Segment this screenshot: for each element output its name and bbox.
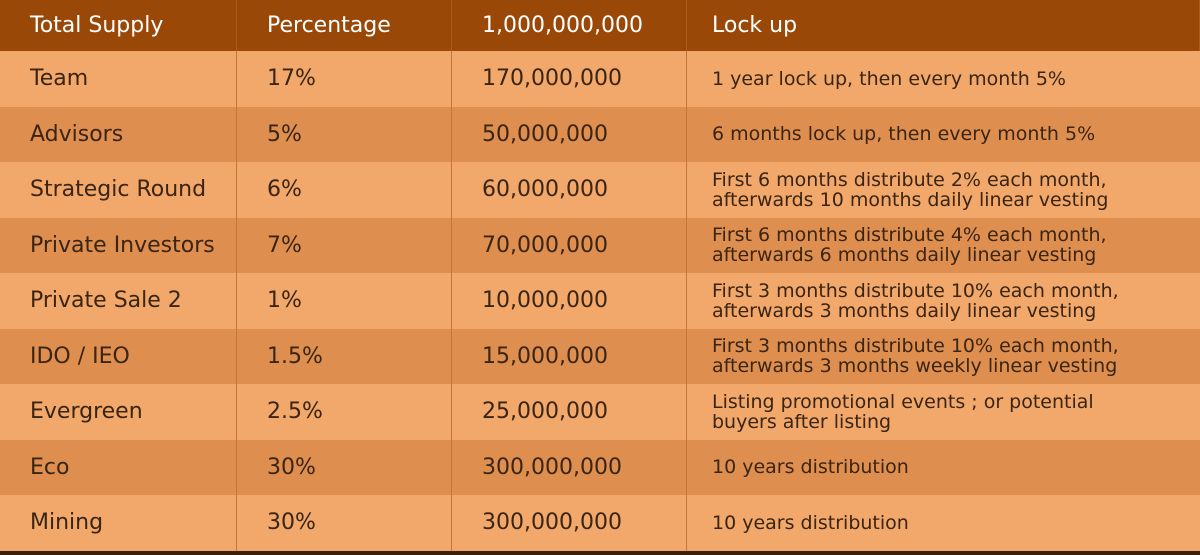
table-cell: 170,000,000: [452, 51, 687, 107]
lock-up-cell: First 3 months distribute 10% each month…: [687, 273, 1200, 329]
lock-up-cell: 6 months lock up, then every month 5%: [687, 107, 1200, 163]
lock-up-cell: First 3 months distribute 10% each month…: [687, 329, 1200, 385]
table-row: Strategic Round 6% 60,000,000 First 6 month…: [0, 162, 1200, 218]
table-cell: 7%: [237, 217, 452, 273]
lock-up-line: afterwards 10 months daily linear vestin…: [712, 188, 1109, 211]
table-row: IDO / IEO 1.5% 15,000,000 First 3 months di…: [0, 328, 1200, 385]
table-cell: Evergreen: [0, 384, 237, 440]
table-row: Private Investors 7% 70,000,000 First 6 mon…: [0, 217, 1200, 274]
table-cell: 70,000,000: [452, 217, 687, 273]
table-cell: Eco: [0, 439, 237, 495]
lock-up-line: 1 year lock up, then every month 5%: [712, 67, 1066, 90]
table-cell: 1.5%: [237, 328, 452, 384]
lock-up-cell: First 6 months distribute 4% each month,…: [687, 218, 1200, 274]
lock-up-cell: 10 years distribution: [687, 440, 1200, 496]
table-cell: Private Investors: [0, 217, 237, 273]
header-row: Total Supply Percentage 1,000,000,000 Lock …: [0, 0, 1200, 51]
lock-up-line: 6 months lock up, then every month 5%: [712, 123, 1096, 146]
lock-up-cell: 1 year lock up, then every month 5%: [687, 51, 1200, 107]
table-row: Team 17% 170,000,000 1 year lock up, then e…: [0, 51, 1200, 107]
table-cell: Advisors: [0, 106, 237, 162]
lock-up-line: First 3 months distribute 10% each month…: [712, 335, 1119, 358]
table-cell: 30%: [237, 439, 452, 495]
table-cell: 15,000,000: [452, 328, 687, 384]
lock-up-line: afterwards 6 months daily linear vesting: [712, 244, 1097, 267]
lock-up-line: First 3 months distribute 10% each month…: [712, 279, 1119, 302]
table-cell: 50,000,000: [452, 106, 687, 162]
table-cell: Strategic Round: [0, 162, 237, 218]
lock-up-line: First 6 months distribute 4% each month,: [712, 224, 1107, 247]
table-cell: Team: [0, 51, 237, 107]
table-cell: 10,000,000: [452, 273, 687, 329]
table-cell: 2.5%: [237, 384, 452, 440]
table-cell: 300,000,000: [452, 495, 687, 551]
lock-up-line: buyers after listing: [712, 410, 892, 433]
table-cell: 300,000,000: [452, 439, 687, 495]
table-row: Advisors 5% 50,000,000 6 months lock up, th…: [0, 106, 1200, 163]
lock-up-cell: 10 years distribution: [687, 495, 1200, 551]
lock-up-cell: First 6 months distribute 2% each month,…: [687, 162, 1200, 218]
table-cell: 30%: [237, 495, 452, 551]
table-cell: 1%: [237, 273, 452, 329]
table-cell: 6%: [237, 162, 452, 218]
lock-up-line: First 6 months distribute 2% each month,: [712, 168, 1107, 191]
lock-up-line: afterwards 3 months weekly linear vestin…: [712, 355, 1118, 378]
table-cell: IDO / IEO: [0, 328, 237, 384]
table-cell: 25,000,000: [452, 384, 687, 440]
lock-up-line: 10 years distribution: [712, 511, 909, 534]
table-row: Mining 30% 300,000,000 10 years distributio…: [0, 495, 1200, 551]
table-row: Private Sale 2 1% 10,000,000 First 3 months…: [0, 273, 1200, 329]
header-cell: Lock up: [687, 0, 1200, 51]
table-row: Eco 30% 300,000,000 10 years distribution: [0, 439, 1200, 496]
table-cell: 5%: [237, 106, 452, 162]
lock-up-line: Listing promotional events ; or potentia…: [712, 390, 1094, 413]
table-cell: 17%: [237, 51, 452, 107]
header-cell: Percentage: [237, 0, 452, 51]
table-row: Evergreen 2.5% 25,000,000 Listing promotion…: [0, 384, 1200, 440]
header-cell: Total Supply: [0, 0, 237, 51]
table-cell: Private Sale 2: [0, 273, 237, 329]
header-cell: 1,000,000,000: [452, 0, 687, 51]
table-cell: Mining: [0, 495, 237, 551]
lock-up-cell: Listing promotional events ; or potentia…: [687, 384, 1200, 440]
lock-up-line: 10 years distribution: [712, 456, 909, 479]
lock-up-line: afterwards 3 months daily linear vesting: [712, 299, 1097, 322]
table-cell: 60,000,000: [452, 162, 687, 218]
